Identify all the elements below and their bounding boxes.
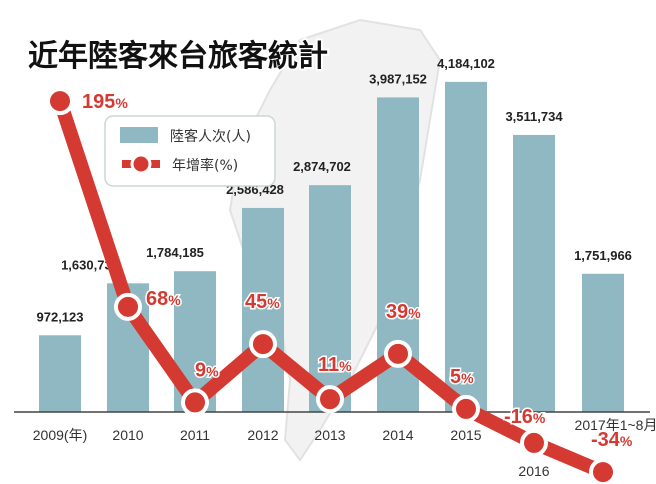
growth-rate-label: 11% bbox=[318, 354, 352, 376]
growth-rate-point bbox=[316, 385, 344, 414]
x-tick-label: 2009(年) bbox=[33, 427, 87, 443]
growth-rate-point bbox=[181, 388, 209, 417]
growth-rate-label: -34% bbox=[591, 429, 633, 451]
bar-value-label: 1,784,185 bbox=[146, 245, 204, 260]
growth-rate-label: 45% bbox=[245, 291, 280, 313]
legend-bar-label: 陸客人次(人) bbox=[170, 128, 251, 145]
growth-rate-label: 68% bbox=[146, 288, 181, 310]
growth-rate-point bbox=[114, 292, 142, 321]
growth-rate-point bbox=[520, 428, 548, 457]
x-tick-label: 2010 bbox=[112, 427, 143, 443]
x-tick-label: 2014 bbox=[382, 427, 413, 443]
growth-rate-label: 9% bbox=[195, 359, 219, 381]
bar-2009(年) bbox=[39, 335, 81, 412]
chart-title: 近年陸客來台旅客統計 bbox=[28, 39, 328, 74]
x-tick-label: 2017年1~8月 bbox=[575, 417, 656, 433]
bar-value-label: 4,184,102 bbox=[437, 56, 495, 71]
bar-value-label: 1,630,735 bbox=[61, 257, 119, 272]
bar-2012 bbox=[242, 207, 284, 412]
growth-rate-point bbox=[46, 87, 74, 116]
legend-line-label: 年增率(%) bbox=[172, 157, 238, 174]
legend: 陸客人次(人) 年增率(%) bbox=[104, 115, 276, 187]
bar-2017年1~8月 bbox=[582, 273, 624, 412]
x-tick-label: 2016 bbox=[518, 463, 549, 479]
legend-line-marker bbox=[130, 153, 152, 175]
growth-rate-label: -16% bbox=[504, 406, 546, 428]
growth-rate-point bbox=[384, 339, 412, 368]
growth-rate-label: 195% bbox=[82, 91, 128, 113]
bar-value-label: 972,123 bbox=[37, 309, 84, 324]
growth-rate-point bbox=[589, 458, 617, 484]
growth-rate-point bbox=[452, 394, 480, 423]
x-tick-label: 2013 bbox=[314, 427, 345, 443]
bar-2016 bbox=[513, 134, 555, 412]
bar-2013 bbox=[309, 185, 351, 412]
legend-bar-swatch bbox=[120, 127, 158, 143]
x-tick-label: 2011 bbox=[180, 427, 210, 443]
bar-value-label: 3,511,734 bbox=[505, 109, 563, 124]
growth-rate-label: 5% bbox=[450, 366, 474, 388]
growth-rate-point bbox=[249, 330, 277, 359]
growth-rate-label: 39% bbox=[386, 301, 421, 323]
bar-2015 bbox=[445, 81, 487, 412]
x-tick-label: 2012 bbox=[247, 427, 278, 443]
bar-value-label: 2,874,702 bbox=[293, 159, 351, 174]
bar-value-label: 3,987,152 bbox=[369, 71, 427, 86]
x-tick-label: 2015 bbox=[450, 427, 481, 443]
bar-value-label: 1,751,966 bbox=[574, 248, 632, 263]
